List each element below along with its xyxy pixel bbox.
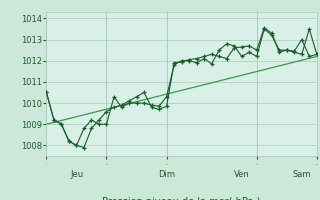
Text: Dim: Dim bbox=[158, 170, 175, 179]
Text: Jeu: Jeu bbox=[70, 170, 83, 179]
Text: Sam: Sam bbox=[292, 170, 311, 179]
Text: Pression niveau de la mer( hPa ): Pression niveau de la mer( hPa ) bbox=[102, 196, 261, 200]
Text: Ven: Ven bbox=[234, 170, 250, 179]
